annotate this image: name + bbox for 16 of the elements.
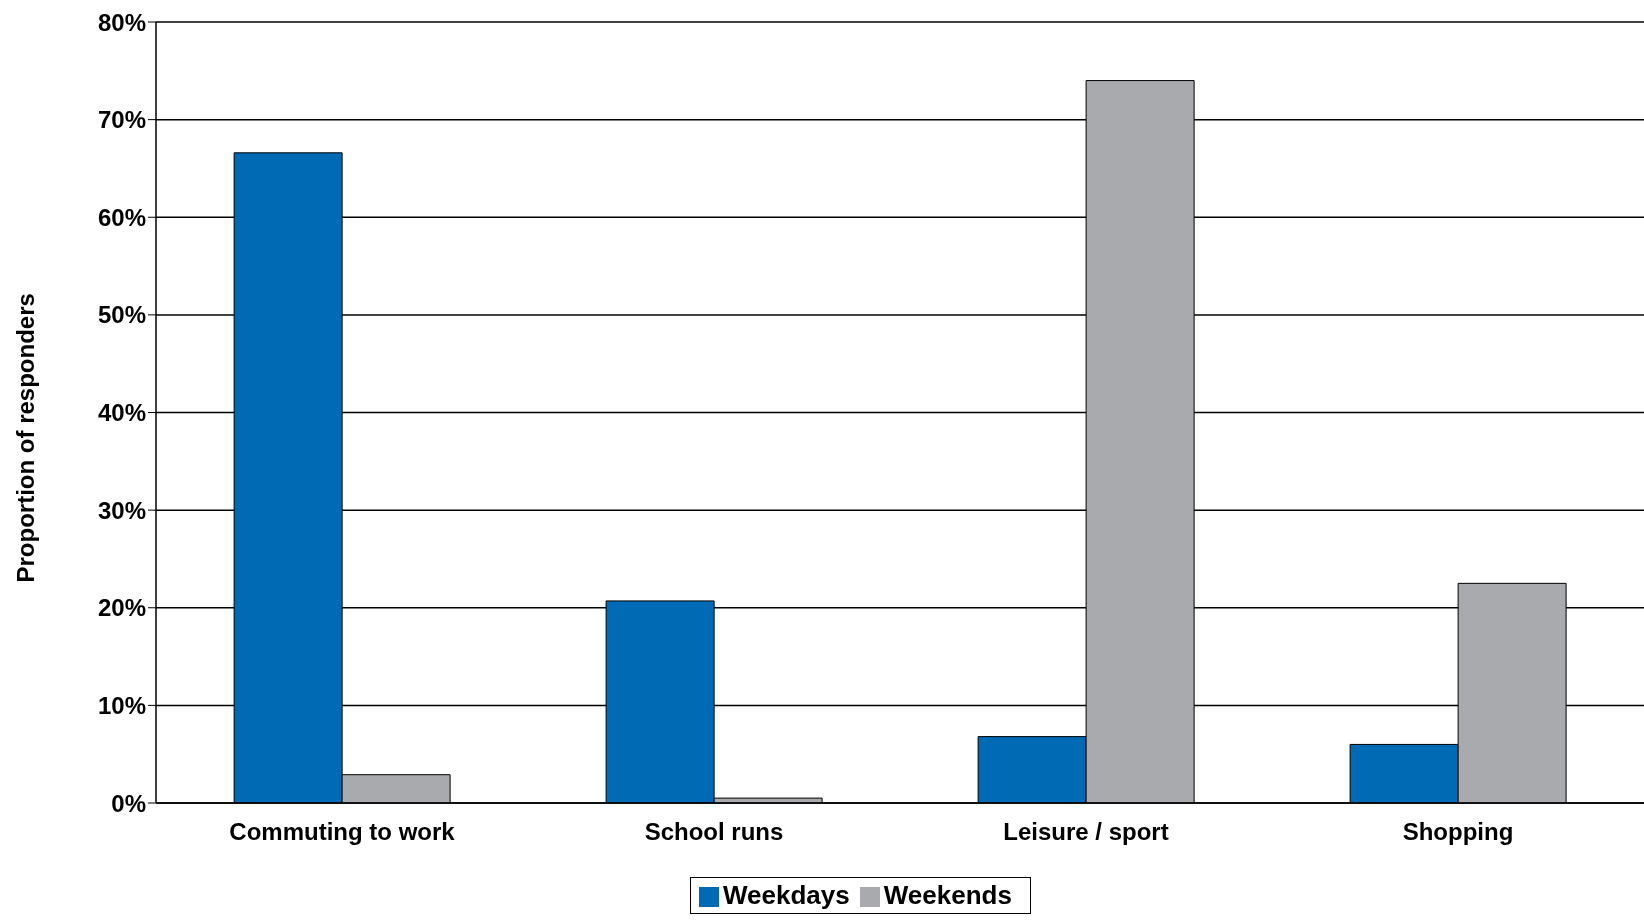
y-tick-label: 30% bbox=[97, 496, 146, 524]
x-tick-label: School runs bbox=[644, 818, 784, 846]
y-tick-label: 60% bbox=[97, 203, 146, 231]
x-tick-label: Leisure / sport bbox=[1003, 818, 1169, 846]
x-tick-label: Shopping bbox=[1402, 818, 1514, 846]
y-tick-label: 50% bbox=[97, 301, 146, 329]
y-tick-label: 20% bbox=[97, 594, 146, 622]
y-tick-label: 40% bbox=[97, 399, 146, 427]
y-tick-label: 0% bbox=[111, 789, 146, 817]
y-tick-label: 70% bbox=[97, 106, 146, 134]
y-tick-label: 80% bbox=[97, 8, 146, 36]
y-axis-title: Proportion of responders bbox=[11, 293, 39, 583]
x-tick-label: Commuting to work bbox=[229, 818, 456, 846]
y-tick-label: 10% bbox=[97, 691, 146, 719]
legend-label: Weekdays bbox=[723, 880, 850, 910]
legend-label: Weekends bbox=[883, 880, 1012, 910]
